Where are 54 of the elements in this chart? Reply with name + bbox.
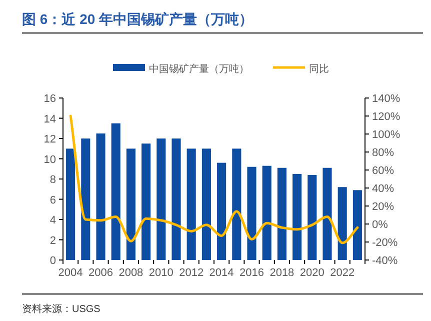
x-tick-label: 2006 [88, 267, 113, 279]
y-tick-label: 14 [44, 113, 56, 126]
bar [186, 148, 196, 260]
x-tick-label: 2012 [179, 267, 204, 279]
bar [111, 123, 120, 260]
bar [352, 190, 362, 260]
y-tick-label: 2 [50, 234, 56, 247]
y-tick-label: 12 [44, 134, 56, 146]
y2-tick-label: -40% [372, 255, 398, 267]
y2-tick-label: 40% [372, 183, 394, 195]
y2-tick-label: 100% [372, 129, 400, 141]
y-tick-label: 6 [50, 194, 56, 206]
bar [81, 138, 90, 260]
bar [172, 138, 181, 260]
y-tick-label: 0 [50, 255, 56, 267]
y-tick-label: 4 [50, 214, 56, 226]
bar [217, 162, 226, 260]
chart-title: 图 6：近 20 年中国锡矿产量（万吨） [22, 11, 254, 27]
bar [96, 133, 106, 260]
x-tick-label: 2018 [270, 267, 294, 279]
x-tick-label: 2022 [330, 267, 355, 279]
text: 资料来源：USGS [22, 303, 101, 315]
x-tick-label: 2020 [300, 267, 324, 279]
bar [262, 166, 272, 260]
bar [202, 148, 211, 260]
legend-label: 同比 [309, 63, 329, 75]
bar [142, 144, 151, 260]
y2-tick-label: -20% [372, 237, 398, 249]
bar [66, 148, 76, 260]
y-tick-label: 10 [44, 154, 56, 166]
bar [156, 138, 166, 260]
x-tick-label: 2004 [58, 267, 83, 279]
bar [126, 148, 136, 260]
x-tick-label: 2010 [148, 267, 174, 279]
y-tick-label: 16 [44, 93, 56, 105]
bar [292, 174, 302, 260]
y2-tick-label: 140% [372, 93, 400, 105]
line-series [69, 114, 359, 244]
legend-label: 中国锡矿产量（万吨） [149, 63, 249, 75]
y2-tick-label: 60% [372, 165, 394, 177]
bar [232, 148, 242, 260]
bar [338, 187, 347, 260]
x-tick-label: 2008 [118, 267, 144, 279]
y2-tick-label: 120% [372, 111, 400, 123]
y2-tick-label: 0% [372, 219, 388, 231]
bar [322, 168, 332, 260]
bar [247, 166, 256, 260]
x-tick-label: 2016 [240, 267, 264, 279]
y-tick-label: 8 [50, 174, 56, 186]
x-tick-label: 2014 [209, 267, 234, 279]
bar [277, 168, 286, 260]
bar [308, 174, 317, 260]
y2-tick-label: 80% [372, 147, 394, 159]
y2-tick-label: 20% [372, 201, 394, 213]
